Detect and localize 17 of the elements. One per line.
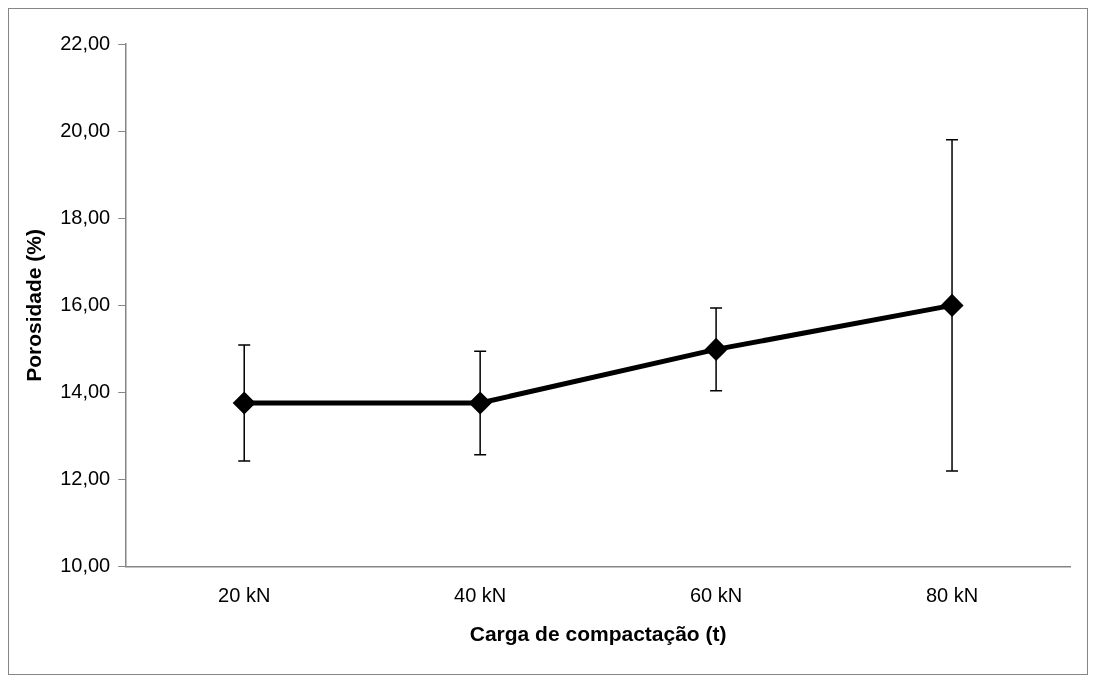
point (469, 392, 491, 414)
point (233, 392, 255, 414)
x-tick-label: 60 kN (689, 584, 743, 607)
x-axis-title: Carga de compactação (t) (469, 622, 727, 646)
x-tick-label: 80 kN (925, 584, 979, 607)
y-tick-label: 16,00 (60, 292, 111, 315)
y-tick-label: 22,00 (60, 31, 111, 54)
y-tick-label: 10,00 (60, 554, 111, 577)
y-tick-label: 20,00 (60, 118, 111, 141)
x-tick-label: 20 kN (218, 584, 271, 607)
x-tick-label: 40 kN (454, 584, 507, 607)
point (941, 294, 963, 316)
y-axis-title: Porosidade (%) (22, 228, 46, 382)
y-tick-label: 12,00 (60, 467, 111, 490)
point (705, 338, 727, 360)
y-tick-label: 14,00 (60, 380, 111, 403)
y-tick-label: 18,00 (60, 205, 111, 228)
